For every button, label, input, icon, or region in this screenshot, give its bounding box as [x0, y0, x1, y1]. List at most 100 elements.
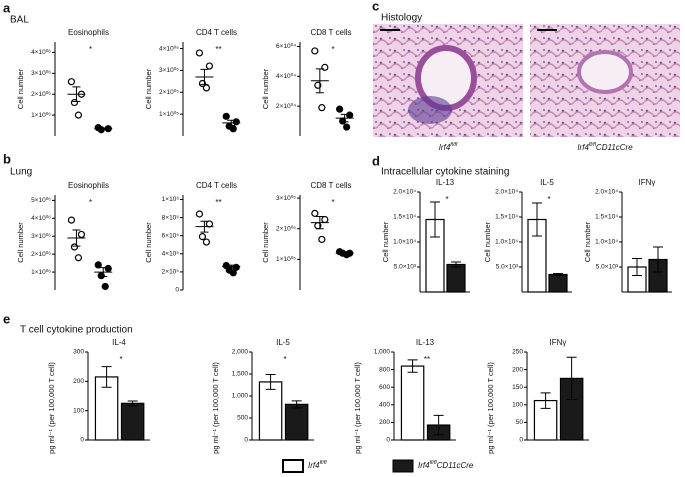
significance: *	[331, 45, 334, 54]
panel-label: d	[372, 153, 380, 168]
chart-title: CD4 T cells	[196, 28, 237, 37]
y-tick-label: 0	[80, 437, 84, 444]
y-tick-label: 150	[512, 384, 523, 391]
y-tick-label: 2×10⁵	[162, 269, 180, 276]
bar	[400, 365, 425, 441]
data-point	[77, 230, 86, 239]
y-tick-label: 2×10⁰⁶	[31, 90, 51, 98]
data-point	[104, 264, 112, 273]
error-bar	[315, 68, 324, 94]
data-point	[205, 62, 214, 70]
y-tick-label: 300	[73, 349, 84, 356]
bar	[284, 403, 309, 441]
image-caption: Irf4fl/fl	[439, 142, 458, 152]
error-bar	[127, 400, 138, 407]
y-tick-label: 5.0×10³	[394, 264, 417, 271]
error-bar	[265, 373, 276, 390]
y-tick-label: 1.5×10⁴	[595, 214, 618, 221]
error-bar	[99, 127, 108, 130]
data-point	[195, 49, 204, 57]
chart-title: Eosinophils	[68, 28, 109, 37]
y-tick-label: 1×10⁰⁵	[159, 110, 179, 118]
error-bar	[200, 68, 209, 86]
data-point	[94, 261, 102, 269]
chart-title: CD4 T cells	[196, 181, 237, 190]
significance: **	[215, 198, 221, 207]
y-tick-label: 1.5×10⁴	[495, 214, 518, 221]
error-bar	[540, 392, 551, 409]
image-caption: Irf4fl/flCD11cCre	[577, 142, 633, 152]
significance: *	[331, 198, 334, 207]
y-axis-label: Cell number	[261, 222, 270, 263]
y-tick-label: 5×10⁰⁶	[31, 196, 51, 204]
error-bar	[99, 267, 108, 278]
error-bar	[72, 86, 81, 103]
chart-title: CD8 T cells	[310, 28, 351, 37]
data-point	[202, 84, 211, 92]
data-point	[311, 47, 319, 55]
y-axis-label: Cell number	[144, 68, 153, 109]
error-bar	[632, 258, 642, 276]
significance: **	[215, 45, 221, 54]
y-axis-label: Cell number	[583, 221, 592, 262]
data-point	[67, 78, 76, 86]
y-tick-label: 100	[512, 402, 523, 409]
data-point	[222, 112, 230, 120]
y-tick-label: 1×10⁰⁶	[31, 111, 51, 119]
y-axis-label: Cell number	[144, 222, 153, 263]
y-tick-label: 1.5×10⁴	[393, 214, 416, 221]
significance: **	[424, 355, 430, 364]
y-tick-label: 1,500	[232, 371, 249, 378]
y-tick-label: 2.0×10⁴	[495, 189, 518, 196]
error-bar	[532, 202, 542, 237]
error-bar	[553, 273, 563, 276]
y-tick-label: 4×10⁵	[162, 251, 180, 258]
chart-title: Eosinophils	[68, 181, 109, 190]
data-point	[318, 235, 326, 244]
legend-label: Irf4fl/flCD11cCre	[418, 460, 474, 470]
bar	[446, 263, 466, 293]
chart-title: IL-4	[112, 338, 126, 347]
error-bar	[340, 113, 349, 123]
y-tick-label: 2×10⁰⁶	[31, 250, 51, 258]
legend-label: Irf4fl/fl	[308, 460, 327, 470]
y-tick-label: 6×10⁰⁴	[276, 42, 296, 50]
error-bar	[315, 215, 324, 230]
y-tick-label: 600	[379, 384, 390, 391]
error-bar	[451, 261, 461, 268]
y-tick-label: 2×10⁰⁵	[159, 88, 179, 96]
y-tick-label: 2,000	[232, 349, 249, 356]
significance: *	[89, 45, 92, 54]
y-tick-label: 4×10⁰⁵	[159, 44, 179, 52]
y-tick-label: 100	[73, 407, 84, 414]
y-tick-label: 1,000	[374, 349, 391, 356]
y-tick-label: 4×10⁰⁶	[31, 48, 51, 56]
y-tick-label: 3×10⁰⁶	[31, 69, 51, 77]
data-point	[321, 215, 329, 224]
legend-swatch	[392, 459, 414, 473]
y-tick-label: 800	[379, 366, 390, 373]
error-bar	[72, 229, 81, 247]
y-tick-label: 200	[379, 419, 390, 426]
chart-title: IL-13	[436, 178, 455, 187]
chart-title: CD8 T cells	[310, 181, 351, 190]
chart-title: IL-13	[416, 338, 435, 347]
y-axis-label: Cell number	[261, 68, 270, 109]
y-tick-label: 200	[73, 378, 84, 385]
chart-title: IL-5	[276, 338, 290, 347]
y-tick-label: 1.0×10⁴	[495, 239, 518, 246]
y-tick-label: 50	[516, 419, 524, 426]
y-axis-label: Cell number	[16, 222, 25, 263]
chart-title: IFNγ	[550, 338, 567, 347]
data-point	[195, 210, 204, 218]
error-bar	[227, 264, 236, 269]
y-tick-label: 5.0×10³	[596, 264, 619, 271]
y-axis-label: pg ml⁻¹ (per 100,000 T cell)	[211, 362, 220, 454]
y-tick-label: 2×10⁰⁵	[276, 224, 296, 232]
significance: *	[547, 195, 550, 204]
section-title: BAL	[10, 15, 29, 26]
y-tick-label: 8×10⁵	[162, 214, 180, 221]
y-tick-label: 1.0×10⁴	[393, 239, 416, 246]
y-axis-label: Cell number	[16, 68, 25, 109]
